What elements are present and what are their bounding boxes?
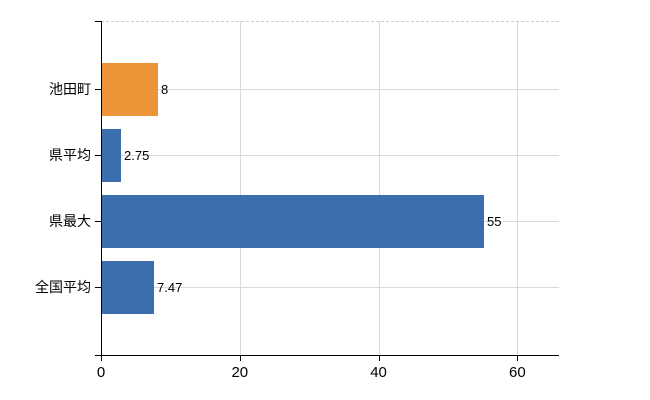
bar xyxy=(102,129,121,182)
horizontal-gridline xyxy=(101,287,559,288)
y-axis-line xyxy=(101,21,102,360)
horizontal-gridline xyxy=(101,155,559,156)
y-axis-tick xyxy=(95,221,101,222)
category-label: 全国平均 xyxy=(35,279,91,295)
x-axis-tick xyxy=(101,356,102,361)
x-axis-tick xyxy=(239,356,241,361)
x-axis-tick-label: 20 xyxy=(231,364,249,381)
category-label: 県最大 xyxy=(49,213,91,229)
y-axis-tick xyxy=(95,287,101,288)
y-axis-top-tick xyxy=(95,21,101,22)
x-axis-line xyxy=(95,355,559,356)
bar xyxy=(102,261,154,314)
plot-top-border xyxy=(101,21,559,22)
bar xyxy=(102,195,484,248)
y-axis-tick xyxy=(95,155,101,156)
x-axis-tick xyxy=(517,356,519,361)
category-label: 池田町 xyxy=(49,81,91,97)
bar-value-label: 2.75 xyxy=(124,148,150,163)
vertical-gridline xyxy=(378,21,380,355)
y-axis-tick xyxy=(95,89,101,90)
horizontal-gridline xyxy=(101,89,559,90)
bar-value-label: 7.47 xyxy=(157,280,183,295)
category-label: 県平均 xyxy=(49,147,91,163)
x-axis-tick xyxy=(378,356,380,361)
vertical-gridline xyxy=(517,21,519,355)
bar-value-label: 55 xyxy=(487,214,502,229)
x-axis-tick-label: 40 xyxy=(370,364,387,381)
bar-value-label: 8 xyxy=(161,82,169,97)
vertical-gridline xyxy=(239,21,241,355)
x-axis-tick-label: 60 xyxy=(509,364,526,381)
bar xyxy=(102,63,158,116)
x-axis-tick-label: 0 xyxy=(96,364,106,381)
